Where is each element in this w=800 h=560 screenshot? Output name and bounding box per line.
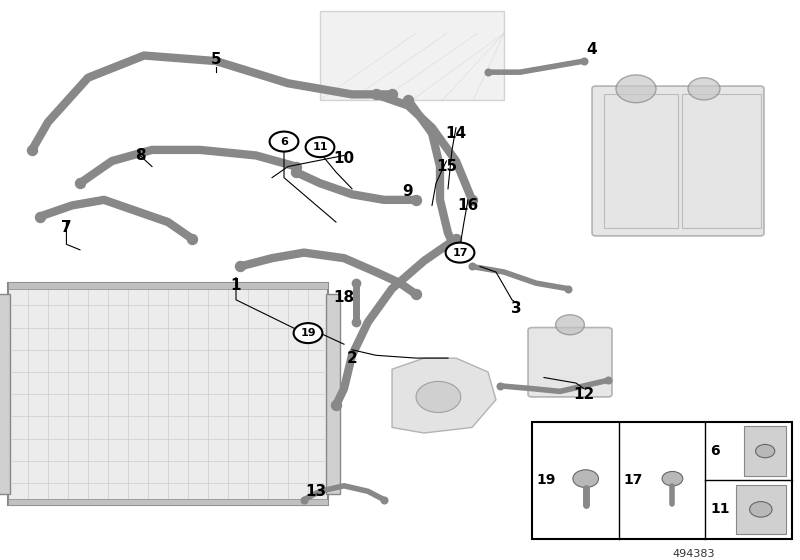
- Circle shape: [755, 445, 774, 458]
- Text: 9: 9: [402, 184, 414, 199]
- FancyBboxPatch shape: [528, 328, 612, 397]
- Text: 10: 10: [334, 151, 354, 166]
- Circle shape: [294, 323, 322, 343]
- Text: 14: 14: [446, 126, 466, 141]
- Bar: [8, 498, 328, 505]
- Text: 17: 17: [452, 248, 468, 258]
- Text: 18: 18: [334, 290, 354, 305]
- Bar: [736, 484, 786, 534]
- Circle shape: [416, 381, 461, 413]
- Circle shape: [616, 75, 656, 102]
- Circle shape: [270, 132, 298, 152]
- Bar: [682, 95, 761, 227]
- Text: 15: 15: [436, 159, 457, 174]
- Circle shape: [573, 470, 598, 488]
- Circle shape: [306, 137, 334, 157]
- Circle shape: [555, 315, 585, 335]
- Text: 11: 11: [312, 142, 328, 152]
- Text: 6: 6: [280, 137, 288, 147]
- Text: 5: 5: [210, 53, 222, 67]
- Bar: [8, 282, 328, 289]
- Circle shape: [750, 502, 772, 517]
- Polygon shape: [320, 11, 504, 100]
- Bar: [8, 283, 328, 505]
- Text: 19: 19: [300, 328, 316, 338]
- FancyBboxPatch shape: [592, 86, 764, 236]
- Bar: [744, 426, 786, 476]
- Circle shape: [688, 78, 720, 100]
- Bar: [532, 422, 792, 539]
- Polygon shape: [392, 358, 496, 433]
- Text: 494383: 494383: [673, 548, 715, 558]
- Text: 2: 2: [346, 351, 358, 366]
- Circle shape: [446, 242, 474, 263]
- Text: 13: 13: [306, 484, 326, 499]
- Bar: [0, 294, 10, 494]
- Text: 7: 7: [61, 220, 72, 235]
- Text: 1: 1: [230, 278, 242, 293]
- Text: 3: 3: [510, 301, 522, 316]
- Bar: [326, 294, 340, 494]
- Text: 6: 6: [710, 444, 720, 458]
- Text: 17: 17: [623, 473, 642, 487]
- Bar: [604, 95, 678, 227]
- Text: 12: 12: [574, 386, 594, 402]
- Text: 4: 4: [586, 43, 598, 58]
- Text: 19: 19: [537, 473, 556, 487]
- Text: 8: 8: [134, 148, 146, 163]
- Circle shape: [662, 472, 683, 486]
- Text: 16: 16: [458, 198, 478, 213]
- Text: 11: 11: [710, 502, 730, 516]
